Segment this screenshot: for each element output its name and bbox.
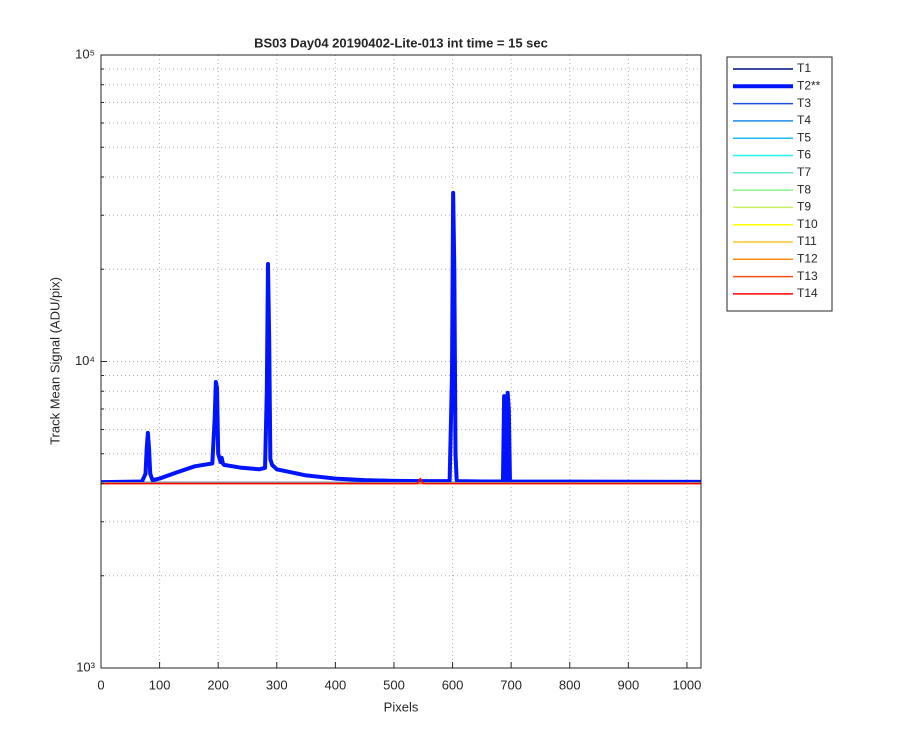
y-tick-label: 10⁴ xyxy=(75,353,95,368)
legend-label: T7 xyxy=(797,165,811,179)
x-axis-label: Pixels xyxy=(384,699,419,714)
legend-label: T13 xyxy=(797,269,818,283)
data-line xyxy=(101,477,701,485)
x-tick-label: 500 xyxy=(383,677,405,692)
x-tick-label: 0 xyxy=(97,677,104,692)
y-tick-label: 10³ xyxy=(76,659,95,674)
x-tick-label: 100 xyxy=(149,677,171,692)
x-tick-label: 400 xyxy=(325,677,347,692)
x-tick-label: 800 xyxy=(559,677,581,692)
legend-label: T9 xyxy=(797,200,811,214)
legend xyxy=(726,56,833,312)
y-tick-label: 10⁵ xyxy=(75,46,95,61)
y-axis-label: Track Mean Signal (ADU/pix) xyxy=(47,277,62,445)
legend-label: T4 xyxy=(797,113,811,127)
legend-label: T3 xyxy=(797,96,811,110)
legend-label: T1 xyxy=(797,61,811,75)
legend-label: T10 xyxy=(797,217,818,231)
legend-label: T11 xyxy=(797,234,817,248)
legend-label: T14 xyxy=(797,286,818,300)
x-tick-label: 700 xyxy=(500,677,522,692)
chart-title: BS03 Day04 20190402-Lite-013 int time = … xyxy=(254,35,548,50)
legend-label: T2** xyxy=(797,78,821,92)
legend-label: T12 xyxy=(797,251,818,265)
legend-label: T8 xyxy=(797,182,811,196)
x-tick-label: 600 xyxy=(442,677,464,692)
legend-label: T6 xyxy=(797,148,811,162)
x-tick-label: 200 xyxy=(207,677,229,692)
legend-label: T5 xyxy=(797,130,811,144)
x-tick-label: 300 xyxy=(266,677,288,692)
x-tick-label: 900 xyxy=(617,677,639,692)
plot-area xyxy=(100,54,702,669)
x-tick-label: 1000 xyxy=(672,677,701,692)
data-line xyxy=(100,190,702,485)
